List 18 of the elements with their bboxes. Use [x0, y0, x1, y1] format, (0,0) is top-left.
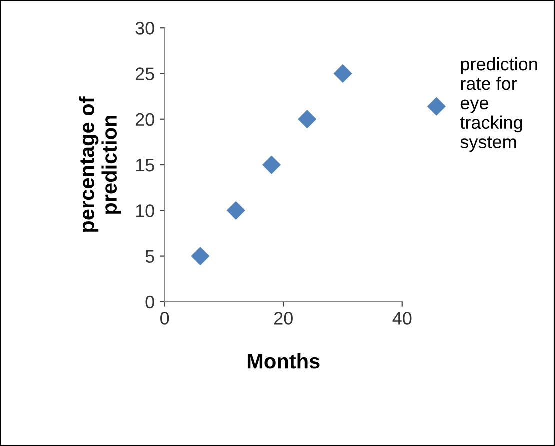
- point: [334, 64, 352, 84]
- y-tick-label: 10: [136, 204, 154, 218]
- x-axis-title: Months: [248, 353, 320, 369]
- point: [191, 246, 210, 266]
- x-tick-label: 0: [160, 312, 170, 325]
- y-tick-label: 30: [136, 22, 154, 35]
- y-tick-label: 15: [136, 159, 154, 172]
- y-tick-label: 5: [146, 250, 154, 264]
- y-tick-label: 20: [136, 113, 154, 126]
- point: [298, 110, 317, 129]
- x-tick-label: 40: [392, 312, 412, 325]
- point: [226, 201, 246, 220]
- y-axis-title: percentage of prediction: [79, 96, 122, 232]
- legend-label: prediction rate for eye tracking system: [460, 57, 538, 152]
- y-tick-label: 0: [146, 296, 154, 309]
- point: [262, 156, 282, 174]
- y-tick-label: 25: [136, 68, 154, 80]
- x-tick-label: 20: [274, 312, 293, 325]
